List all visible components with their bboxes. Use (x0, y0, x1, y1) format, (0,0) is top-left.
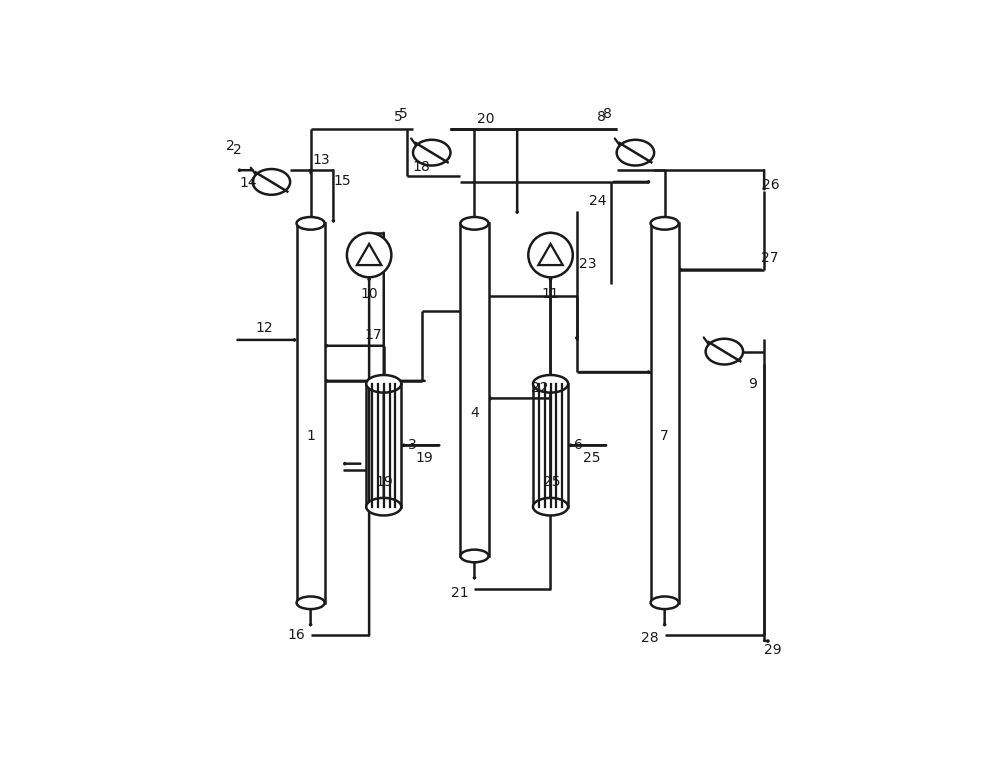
Text: 29: 29 (764, 643, 782, 657)
Text: 11: 11 (542, 287, 559, 301)
Text: 18: 18 (413, 160, 431, 174)
Text: 26: 26 (762, 178, 780, 192)
Ellipse shape (460, 217, 489, 230)
Text: 19: 19 (416, 451, 434, 465)
Ellipse shape (253, 169, 290, 195)
Ellipse shape (460, 549, 489, 562)
Text: 8: 8 (603, 107, 612, 121)
Text: 2: 2 (226, 139, 235, 153)
Ellipse shape (706, 339, 743, 365)
Circle shape (347, 233, 391, 277)
Text: 24: 24 (589, 194, 607, 208)
Text: 16: 16 (287, 629, 305, 642)
Ellipse shape (651, 597, 679, 609)
Ellipse shape (413, 140, 450, 166)
Text: 25: 25 (583, 451, 600, 465)
Text: 7: 7 (660, 429, 669, 444)
Bar (297, 223, 325, 603)
Text: 4: 4 (470, 406, 479, 420)
Text: 17: 17 (364, 328, 382, 342)
Text: 9: 9 (748, 377, 757, 391)
Ellipse shape (297, 597, 325, 609)
Text: 5: 5 (399, 107, 408, 121)
Ellipse shape (297, 217, 325, 230)
Text: 22: 22 (531, 381, 549, 395)
Ellipse shape (651, 217, 679, 230)
Text: 23: 23 (579, 257, 596, 271)
Text: 13: 13 (312, 153, 330, 166)
Ellipse shape (533, 375, 568, 393)
Text: 8: 8 (597, 109, 606, 124)
Text: 12: 12 (255, 321, 273, 335)
Bar (366, 384, 401, 507)
Text: 21: 21 (451, 586, 469, 600)
Ellipse shape (366, 375, 401, 393)
Text: 10: 10 (360, 287, 378, 301)
Text: 15: 15 (333, 174, 351, 188)
Text: 1: 1 (306, 429, 315, 444)
Ellipse shape (366, 498, 401, 515)
Text: 20: 20 (477, 112, 495, 125)
Text: 27: 27 (761, 251, 779, 265)
Text: 14: 14 (239, 176, 257, 190)
Polygon shape (357, 244, 381, 265)
Text: 19: 19 (376, 475, 394, 489)
Text: 25: 25 (543, 475, 560, 489)
Polygon shape (538, 244, 563, 265)
Ellipse shape (533, 498, 568, 515)
Text: 5: 5 (394, 109, 402, 124)
Ellipse shape (617, 140, 654, 166)
Bar (651, 223, 679, 603)
Text: 28: 28 (641, 632, 659, 645)
Text: 3: 3 (407, 439, 416, 452)
Circle shape (528, 233, 573, 277)
Bar (533, 384, 568, 507)
Text: 6: 6 (574, 439, 583, 452)
Bar (460, 223, 489, 556)
Text: 2: 2 (233, 143, 242, 157)
